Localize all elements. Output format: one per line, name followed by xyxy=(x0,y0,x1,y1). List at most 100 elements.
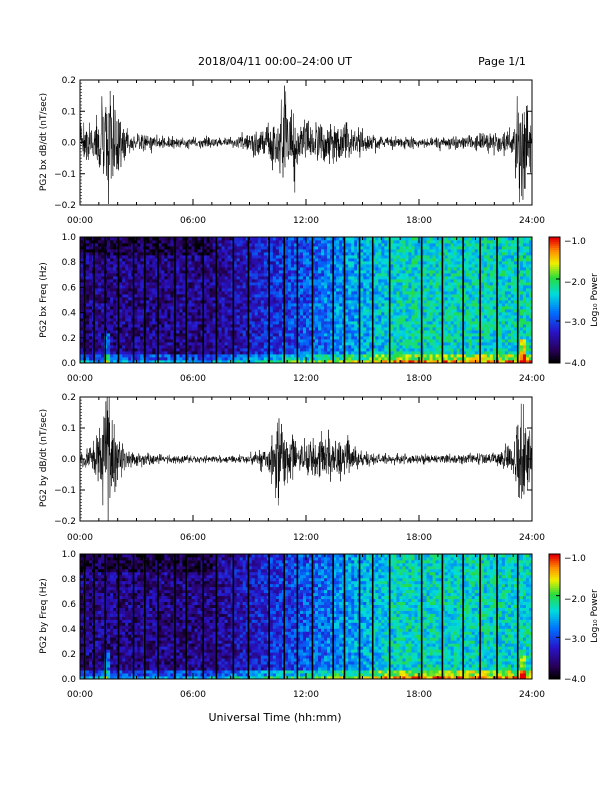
spectrogram-cell xyxy=(237,339,240,342)
spectrogram-cell xyxy=(80,309,83,312)
spectrogram-cell xyxy=(122,240,125,243)
spectrogram-cell xyxy=(405,345,408,348)
spectrogram-cell xyxy=(152,300,155,303)
spectrogram-cell xyxy=(149,357,152,360)
spectrogram-cell xyxy=(411,240,414,243)
spectrogram-cell xyxy=(204,237,207,240)
spectrogram-cell xyxy=(107,351,110,354)
spectrogram-cell xyxy=(128,339,131,342)
spectrogram-cell xyxy=(424,324,427,327)
spectrogram-cell xyxy=(345,246,348,249)
spectrogram-cell xyxy=(198,294,201,297)
spectrogram-cell xyxy=(188,252,191,255)
spectrogram-cell xyxy=(405,246,408,249)
spectrogram-cell xyxy=(222,300,225,303)
spectrogram-cell xyxy=(396,285,399,288)
spectrogram-cell xyxy=(366,351,369,354)
spectrogram-cell xyxy=(95,324,98,327)
spectrogram-cell xyxy=(252,306,255,309)
spectrogram-cell xyxy=(170,312,173,315)
spectrogram-cell xyxy=(237,270,240,273)
spectrogram-cell xyxy=(86,252,89,255)
spectrogram-cell xyxy=(424,297,427,300)
spectrogram-cell xyxy=(381,342,384,345)
spectrogram-cell xyxy=(351,291,354,294)
spectrogram-cell xyxy=(179,297,182,300)
spectrogram-cell xyxy=(363,291,366,294)
spectrogram-cell xyxy=(261,330,264,333)
spectrogram-cell xyxy=(411,267,414,270)
spectrogram-cell xyxy=(327,291,330,294)
spectrogram-cell xyxy=(306,276,309,279)
spectrogram-cell xyxy=(300,333,303,336)
spectrogram-cell xyxy=(89,303,92,306)
spectrogram-cell xyxy=(285,339,288,342)
spectrogram-cell xyxy=(80,303,83,306)
spectrogram-cell xyxy=(113,324,116,327)
spectrogram-cell xyxy=(336,297,339,300)
spectrogram-cell xyxy=(306,315,309,318)
spectrogram-cell xyxy=(222,336,225,339)
spectrogram-cell xyxy=(288,282,291,285)
spectrogram-cell xyxy=(354,270,357,273)
spectrogram-cell xyxy=(237,249,240,252)
spectrogram-cell xyxy=(243,261,246,264)
spectrogram-cell xyxy=(414,267,417,270)
spectrogram-cell xyxy=(176,249,179,252)
spectrogram-cell xyxy=(140,315,143,318)
spectrogram-cell xyxy=(261,270,264,273)
spectrogram-cell xyxy=(161,267,164,270)
spectrogram-cell xyxy=(279,258,282,261)
spectrogram-cell xyxy=(430,354,433,357)
spectrogram-cell xyxy=(396,330,399,333)
spectrogram-cell xyxy=(110,279,113,282)
spectrogram-cell xyxy=(381,309,384,312)
spectrogram-cell xyxy=(270,273,273,276)
spectrogram-cell xyxy=(122,267,125,270)
spectrogram-cell xyxy=(424,261,427,264)
spectrogram-cell xyxy=(252,255,255,258)
spectrogram-cell xyxy=(336,249,339,252)
spectrogram-cell xyxy=(411,258,414,261)
spectrogram-cell xyxy=(399,300,402,303)
spectrogram-cell xyxy=(339,276,342,279)
spectrogram-cell xyxy=(98,252,101,255)
spectrogram-cell xyxy=(225,309,228,312)
spectrogram-cell xyxy=(146,309,149,312)
spectrogram-cell xyxy=(119,324,122,327)
spectrogram-cell xyxy=(300,261,303,264)
spectrogram-cell xyxy=(237,252,240,255)
spectrogram-cell xyxy=(414,315,417,318)
spectrogram-cell xyxy=(424,264,427,267)
spectrogram-cell xyxy=(101,264,104,267)
spectrogram-cell xyxy=(264,312,267,315)
spectrogram-cell xyxy=(188,315,191,318)
spectrogram-cell xyxy=(252,285,255,288)
spectrogram-cell xyxy=(167,255,170,258)
spectrogram-cell xyxy=(399,351,402,354)
spectrogram-cell xyxy=(378,297,381,300)
spectrogram-cell xyxy=(351,312,354,315)
spectrogram-cell xyxy=(113,306,116,309)
spectrogram-cell xyxy=(276,294,279,297)
spectrogram-cell xyxy=(300,270,303,273)
spectrogram-cell xyxy=(402,255,405,258)
spectrogram-cell xyxy=(113,351,116,354)
spectrogram-cell xyxy=(324,315,327,318)
spectrogram-cell xyxy=(140,279,143,282)
spectrogram-cell xyxy=(128,291,131,294)
spectrogram-cell xyxy=(264,339,267,342)
spectrogram-cell xyxy=(113,240,116,243)
spectrogram-cell xyxy=(95,354,98,357)
spectrogram-cell xyxy=(300,291,303,294)
spectrogram-cell xyxy=(321,267,324,270)
spectrogram-cell xyxy=(264,333,267,336)
spectrogram-cell xyxy=(152,351,155,354)
spectrogram-cell xyxy=(402,282,405,285)
spectrogram-cell xyxy=(324,255,327,258)
spectrogram-cell xyxy=(188,357,191,360)
spectrogram-cell xyxy=(107,291,110,294)
spectrogram-cell xyxy=(303,255,306,258)
spectrogram-cell xyxy=(327,345,330,348)
spectrogram-cell xyxy=(417,273,420,276)
